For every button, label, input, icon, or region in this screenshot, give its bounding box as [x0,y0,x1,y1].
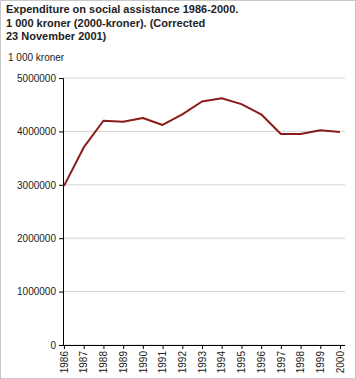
y-tick-mark [59,238,63,239]
y-label: 1 000 kroner [8,52,65,63]
x-tick-label: 1993 [197,351,208,374]
y-tick-label: 5000000 [17,73,56,84]
x-tick-label: 1987 [78,351,89,374]
y-tick: 1000000 [17,286,63,297]
x-tick-mark [241,345,242,349]
y-axis: 0 1000000 2000000 3000000 4000000 5000000 [17,73,63,351]
x-tick-mark [320,345,321,349]
y-tick: 5000000 [17,73,63,84]
grid-line [63,291,345,292]
x-tick-label: 1998 [295,351,306,374]
y-tick-mark [59,131,63,132]
x-tick-mark [143,345,144,349]
y-tick: 2000000 [17,233,63,244]
x-tick-mark [261,345,262,349]
y-tick-mark [59,292,63,293]
grid [63,78,345,345]
x-tick: 1989 [118,345,129,373]
y-tick-label: 0 [50,340,56,351]
y-tick-label: 3000000 [17,180,56,191]
x-tick: 1992 [177,345,188,373]
title-line: 23 November 2001) [6,30,107,42]
title-line: Expenditure on social assistance 1986-20… [6,3,238,15]
x-tick-label: 1994 [216,351,227,374]
y-tick-mark [59,185,63,186]
y-tick: 3000000 [17,180,63,191]
y-tick-mark [59,78,63,79]
x-tick-label: 1989 [118,351,129,374]
y-tick: 4000000 [17,126,63,137]
grid-line [63,131,345,132]
x-tick-label: 1986 [59,351,70,374]
x-tick-label: 1997 [276,351,287,374]
y-tick-label: 1000000 [17,286,56,297]
x-tick: 1996 [256,345,267,373]
x-tick-label: 1995 [236,351,247,374]
x-axis: 1986 1987 1988 1989 1990 1991 1992 1993 1994 1995… [59,345,346,373]
x-tick: 1997 [276,345,287,373]
x-tick: 1988 [98,345,109,373]
grid-line [63,345,345,346]
x-tick-mark [202,345,203,349]
y-tick: 0 [50,340,63,351]
x-tick-label: 1999 [315,351,326,374]
x-tick: 1991 [157,345,168,373]
x-tick-mark [103,345,104,349]
plot-area [64,98,340,186]
x-tick: 1998 [295,345,306,373]
x-tick-label: 1990 [138,351,149,374]
x-tick: 1993 [197,345,208,373]
x-tick: 1990 [138,345,149,373]
x-tick-mark [84,345,85,349]
x-tick-label: 1991 [157,351,168,374]
x-tick-mark [222,345,223,349]
title-line: 1 000 kroner (2000-kroner). (Corrected [6,17,205,29]
line [64,98,340,186]
x-axis-line [63,345,345,346]
x-tick-label: 1988 [98,351,109,374]
x-tick: 1986 [59,345,70,373]
grid-line [63,238,345,239]
x-tick: 1987 [78,345,89,373]
x-tick: 1999 [315,345,326,373]
grid-line [63,78,345,79]
x-tick-mark [340,345,341,349]
x-tick-mark [64,345,65,349]
y-tick-mark [59,345,63,346]
x-tick-mark [281,345,282,349]
grid-line [63,184,345,185]
x-tick-label: 2000 [335,351,346,374]
x-tick: 1995 [236,345,247,373]
x-tick-mark [301,345,302,349]
x-tick-label: 1996 [256,351,267,374]
x-tick: 1994 [216,345,227,373]
y-axis-line [59,79,64,346]
x-tick: 2000 [335,345,346,373]
y-tick-label: 4000000 [17,126,56,137]
y-tick-label: 2000000 [17,233,56,244]
title: Expenditure on social assistance 1986-20… [6,3,238,42]
x-tick-mark [163,345,164,349]
frame [1,1,356,379]
chart: Expenditure on social assistance 1986-20… [0,0,356,379]
x-tick-mark [123,345,124,349]
x-tick-mark [182,345,183,349]
x-tick-label: 1992 [177,351,188,374]
